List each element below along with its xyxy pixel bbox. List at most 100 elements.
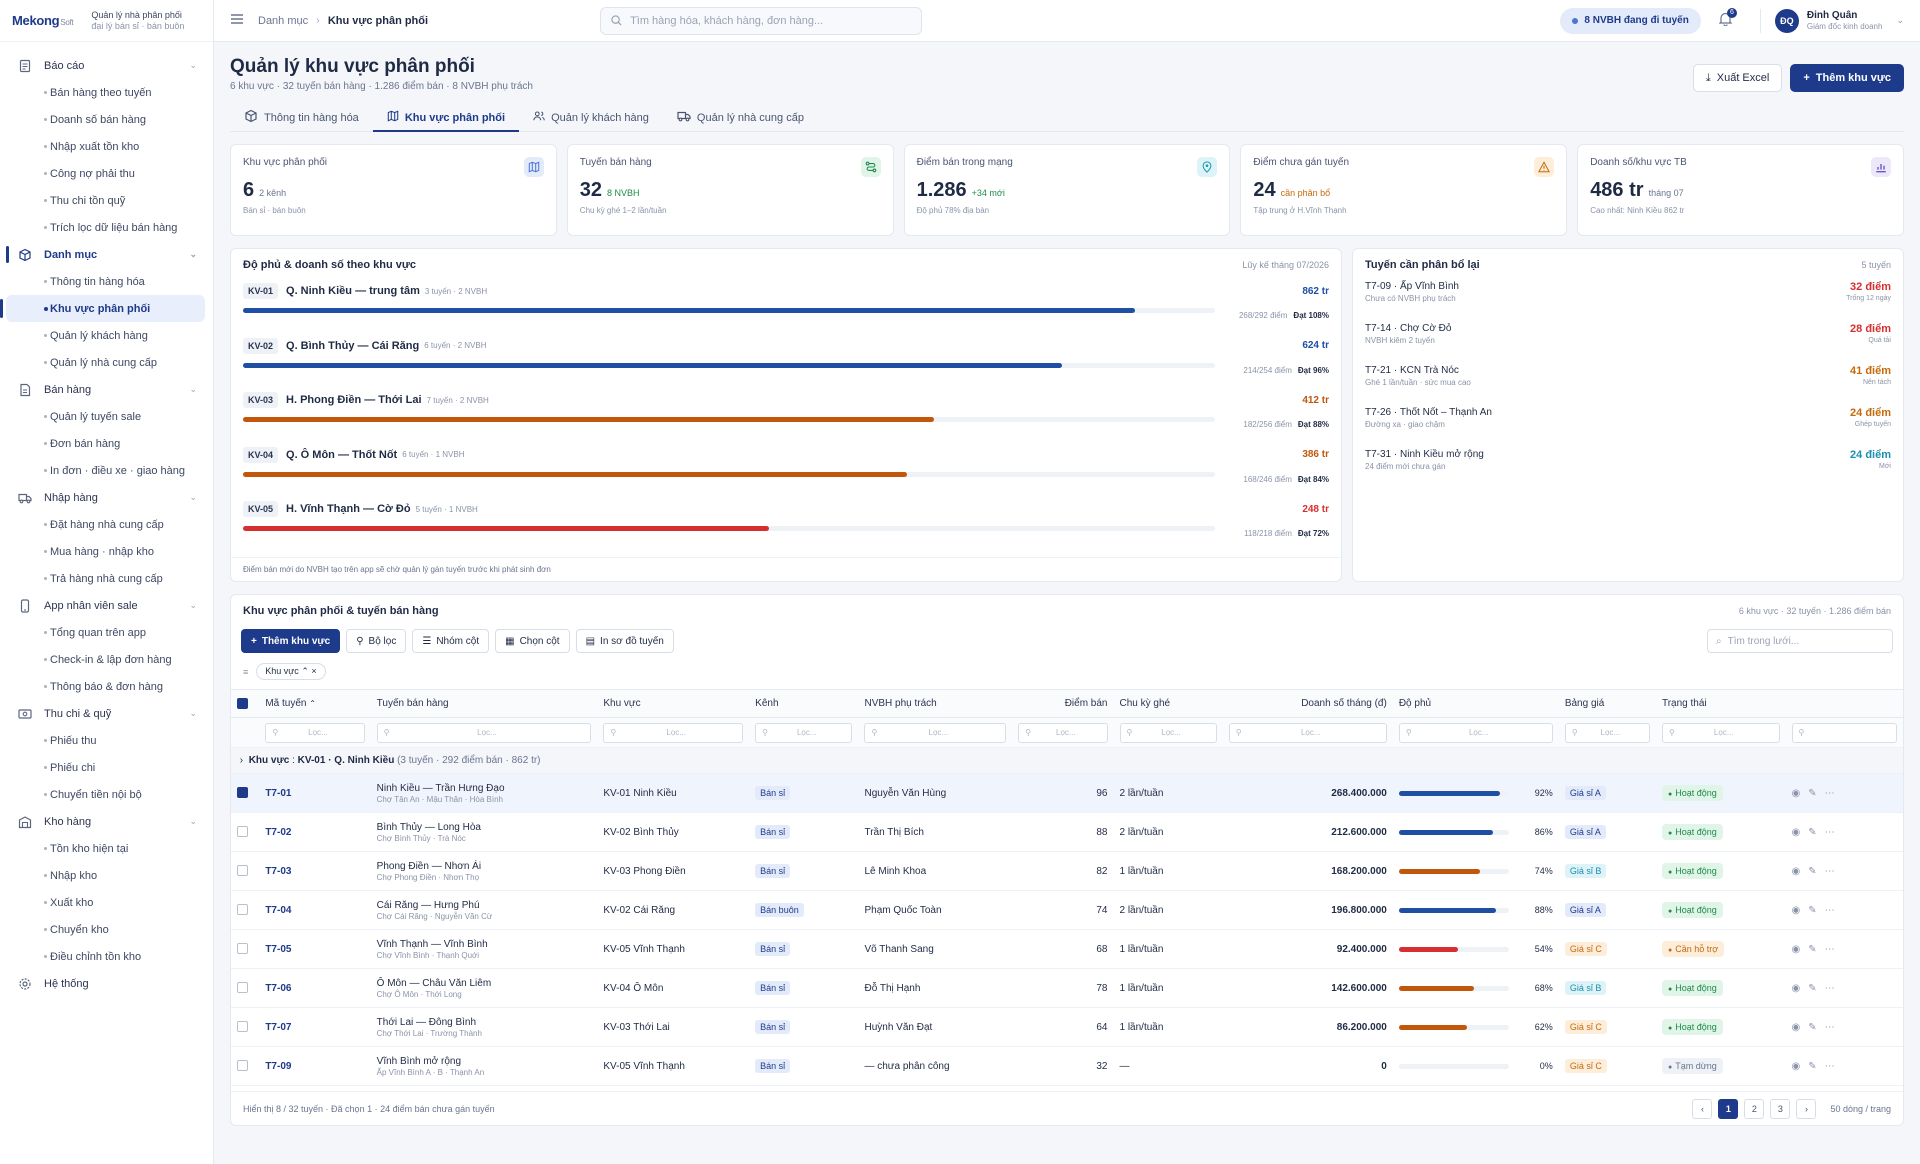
coverage-period[interactable]: Lũy kế tháng 07/2026 [1242,260,1329,270]
sidebar-group-7[interactable]: Hệ thống [0,970,213,997]
more-icon[interactable]: ⋯ [1824,826,1843,838]
sidebar-item[interactable]: Phiếu thu [6,727,205,754]
sidebar-item[interactable]: Đơn bán hàng [6,430,205,457]
sidebar-group-1[interactable]: Danh mục ⌄ [0,241,213,268]
column-filter-input[interactable]: ⚲ Lọc... [1398,722,1553,743]
kpi-card[interactable]: Tuyến bán hàng 32 8 NVBH Chu kỳ ghé 1–2 l… [566,144,894,236]
sidebar-group-3[interactable]: Nhập hàng ⌄ [0,484,213,511]
view-icon[interactable]: ◉ [1791,1060,1809,1072]
edit-icon[interactable]: ✎ [1808,865,1825,877]
route-code-link[interactable]: T7-04 [265,904,292,916]
reallocation-item[interactable]: T7-31 · Ninh Kiều mở rộng 24 điểm mới chư… [1365,449,1891,481]
column-header[interactable]: Bảng giá [1558,689,1656,718]
view-icon[interactable]: ◉ [1791,787,1809,799]
sidebar-item[interactable]: Doanh số bán hàng [6,106,205,133]
view-icon[interactable]: ◉ [1791,865,1809,877]
edit-icon[interactable]: ✎ [1808,1021,1825,1033]
column-header[interactable]: NVBH phụ trách [858,689,1013,718]
sidebar-group-4[interactable]: App nhân viên sale ⌄ [0,592,213,619]
more-icon[interactable]: ⋯ [1824,943,1843,955]
tab-0[interactable]: Thông tin hàng hóa [230,104,373,131]
add-region-button[interactable]: + Thêm khu vực [1790,64,1904,92]
table-row[interactable]: T7-06 Ô Môn — Châu Văn Liêm Chợ Ô Môn · T… [231,968,1903,1008]
view-icon[interactable]: ◉ [1791,1021,1809,1033]
table-row[interactable]: T7-03 Phong Điền — Nhơn Ái Chợ Phong Điền… [231,851,1903,891]
sidebar-item[interactable]: Nhập kho [6,862,205,889]
brand[interactable]: MekongSoft Quản lý nhà phân phối đại lý b… [0,0,213,42]
global-search-input[interactable]: Tìm hàng hóa, khách hàng, đơn hàng... [600,6,923,35]
kpi-card[interactable]: Điểm chưa gán tuyến 24 cần phân bổ Tập tr… [1240,144,1568,236]
sidebar-item[interactable]: Đặt hàng nhà cung cấp [6,511,205,538]
group-row[interactable]: › Khu vực : KV-01 · Q. Ninh Kiều (3 tuyế… [231,747,1903,774]
sidebar-item[interactable]: Quản lý tuyến sale [6,403,205,430]
column-header[interactable]: Doanh số tháng (đ) [1222,689,1393,718]
edit-icon[interactable]: ✎ [1808,982,1825,994]
sidebar-item[interactable]: Trích lọc dữ liệu bán hàng [6,214,205,241]
prev-page-button[interactable]: ‹ [1692,1098,1713,1119]
page-button[interactable]: 1 [1718,1098,1739,1119]
sidebar-item[interactable]: Check-in & lập đơn hàng [6,646,205,673]
route-code-link[interactable]: T7-02 [265,826,292,838]
grid-search-input[interactable]: ⌕ Tìm trong lưới... [1707,629,1893,653]
edit-icon[interactable]: ✎ [1808,826,1825,838]
sidebar-item[interactable]: Quản lý khách hàng [6,322,205,349]
sidebar-item[interactable]: Mua hàng · nhập kho [6,538,205,565]
column-filter-input[interactable]: ⚲ Lọc... [755,722,853,743]
route-code-link[interactable]: T7-01 [265,787,292,799]
edit-icon[interactable]: ✎ [1808,904,1825,916]
next-page-button[interactable]: › [1796,1098,1817,1119]
column-header[interactable]: Trạng thái [1655,689,1786,718]
row-checkbox[interactable] [237,826,248,838]
column-filter-input[interactable]: ⚲ Lọc... [1564,722,1650,743]
region-row[interactable]: KV-03 H. Phong Điền — Thới Lai 7 tuyến ·… [243,390,1329,435]
edit-icon[interactable]: ✎ [1808,943,1825,955]
table-row[interactable]: T7-05 Vĩnh Thạnh — Vĩnh Bình Chợ Vĩnh Bìn… [231,929,1903,969]
column-header[interactable]: Tuyến bán hàng [370,689,598,718]
grid-add-region-button[interactable]: + Thêm khu vực [241,629,341,653]
sidebar-item[interactable]: Tổng quan trên app [6,619,205,646]
tab-1[interactable]: Khu vực phân phối [372,104,520,132]
column-header[interactable]: Khu vực [597,689,750,718]
more-icon[interactable]: ⋯ [1824,787,1843,799]
group-columns-button[interactable]: ☰ Nhóm cột [412,629,490,653]
kpi-card[interactable]: Doanh số/khu vực TB 486 tr tháng 07 Cao n… [1577,144,1904,236]
reallocation-item[interactable]: T7-09 · Ấp Vĩnh Bình Chưa có NVBH phụ trá… [1365,281,1891,313]
sidebar-item[interactable]: Thu chi tồn quỹ [6,187,205,214]
sidebar-item[interactable]: Thông báo & đơn hàng [6,673,205,700]
row-checkbox[interactable] [237,787,248,799]
column-filter-input[interactable]: ⚲ Lọc... [864,722,1007,743]
column-filter-input[interactable]: ⚲ Lọc... [265,722,365,743]
sidebar-item[interactable]: Bán hàng theo tuyến [6,79,205,106]
page-button[interactable]: 3 [1770,1098,1791,1119]
sidebar-group-2[interactable]: Bán hàng ⌄ [0,376,213,403]
view-icon[interactable]: ◉ [1791,982,1809,994]
filter-button[interactable]: ⚲ Bộ lọc [346,629,407,653]
column-filter-input[interactable]: ⚲ Lọc... [1018,722,1108,743]
print-route-map-button[interactable]: ▤ In sơ đồ tuyến [575,629,674,653]
view-icon[interactable]: ◉ [1791,943,1809,955]
group-chip[interactable]: Khu vực ⌃ × [256,663,326,680]
column-filter-input[interactable]: ⚲ Lọc... [603,722,744,743]
more-icon[interactable]: ⋯ [1824,1060,1843,1072]
kpi-card[interactable]: Điểm bán trong mạng 1.286 +34 mới Độ phủ … [903,144,1231,236]
column-header[interactable]: Điểm bán [1012,689,1114,718]
row-checkbox[interactable] [237,1060,248,1072]
bell-icon[interactable]: 6 [1718,8,1737,29]
sidebar-item[interactable]: Chuyển tiền nội bộ [6,781,205,808]
sidebar-item[interactable]: Quản lý nhà cung cấp [6,349,205,376]
view-icon[interactable]: ◉ [1791,904,1809,916]
column-filter-input[interactable]: ⚲ Lọc... [376,722,592,743]
route-code-link[interactable]: T7-06 [265,982,292,994]
region-row[interactable]: KV-02 Q. Bình Thủy — Cái Răng 6 tuyến · … [243,336,1329,381]
sidebar-group-5[interactable]: Thu chi & quỹ ⌄ [0,700,213,727]
route-code-link[interactable]: T7-07 [265,1021,292,1033]
user-menu[interactable]: ĐQ Đinh Quân Giám đốc kinh doanh ⌄ [1759,8,1904,33]
reallocation-item[interactable]: T7-14 · Chợ Cờ Đỏ NVBH kiêm 2 tuyến 28 đi… [1365,323,1891,355]
sidebar-item[interactable]: Trả hàng nhà cung cấp [6,565,205,592]
sidebar-group-0[interactable]: Báo cáo ⌄ [0,52,213,79]
route-code-link[interactable]: T7-03 [265,865,292,877]
row-checkbox[interactable] [237,865,248,877]
table-row[interactable]: T7-02 Bình Thủy — Long Hòa Chợ Bình Thủy … [231,812,1903,852]
tab-2[interactable]: Quản lý khách hàng [519,104,663,131]
